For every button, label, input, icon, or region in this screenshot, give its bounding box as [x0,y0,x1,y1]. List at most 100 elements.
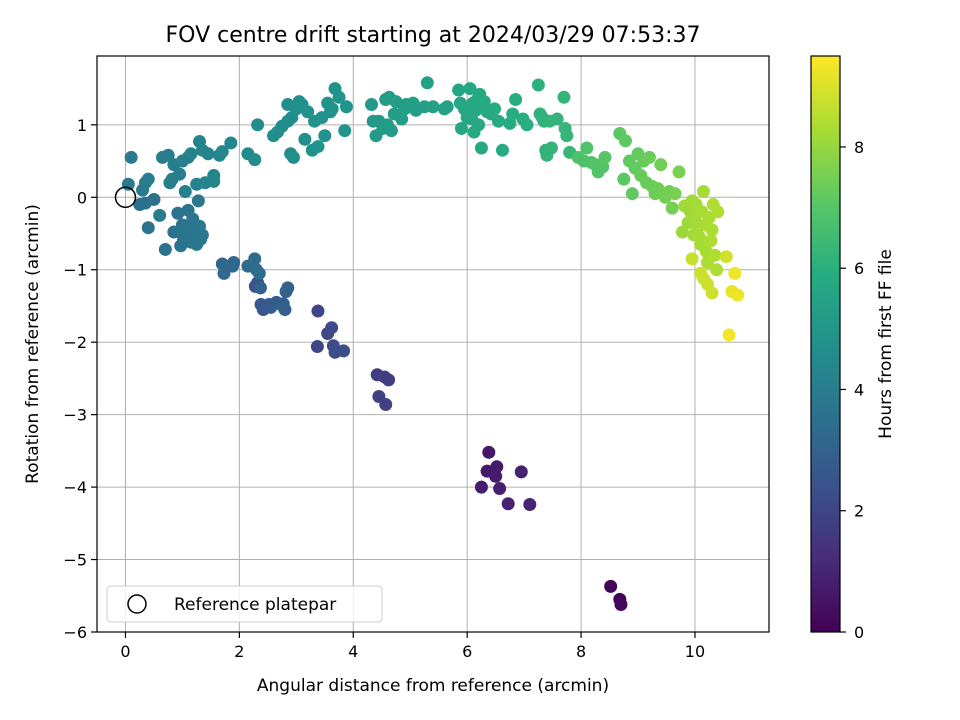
legend-marker-icon [127,594,147,614]
data-point [252,266,266,280]
data-point [625,187,639,201]
y-tick-label: 0 [77,188,87,207]
data-point [598,150,612,164]
data-point [654,158,668,172]
data-point [382,373,396,387]
data-point [509,92,523,106]
data-point [215,145,229,159]
data-point [227,255,241,269]
data-point [705,286,719,300]
data-point [672,165,686,179]
data-point [147,192,161,206]
data-point [523,497,537,511]
data-point [281,281,295,295]
data-point [286,150,300,164]
data-point [728,266,742,280]
data-point [550,112,564,126]
data-point [310,340,324,354]
data-point [501,497,515,511]
data-point [325,102,339,116]
data-point [207,174,221,188]
data-point [668,187,682,201]
x-tick-label: 6 [462,642,472,661]
data-point [301,105,315,119]
data-point [253,281,267,295]
data-point [482,445,496,459]
data-point [395,112,409,126]
data-point [489,469,503,483]
grid [97,56,769,633]
data-point [364,98,378,112]
data-point [338,124,352,138]
data-point [337,344,351,358]
data-point [440,100,454,114]
data-point [472,118,486,132]
y-tick-label: 1 [77,116,87,135]
data-point [495,143,509,157]
data-point [178,184,192,198]
data-point [318,129,332,143]
data-point [708,248,722,262]
data-point [141,221,155,235]
data-point [614,597,628,611]
data-point [325,321,339,335]
y-axis-label: Rotation from reference (arcmin) [23,204,43,484]
x-tick-label: 2 [234,642,244,661]
data-point [506,107,520,121]
data-point [490,460,504,474]
data-point [560,129,574,143]
data-point [722,328,736,342]
y-tick-label: −2 [63,333,87,352]
data-point [454,121,468,135]
data-point [298,132,312,146]
data-point [604,579,618,593]
data-point [153,208,167,222]
data-point [171,206,185,220]
data-point [251,118,265,132]
data-point [339,100,353,114]
x-tick-label: 4 [348,642,358,661]
data-point [493,482,507,496]
data-point [158,242,172,256]
data-point [580,141,594,155]
data-point [711,205,725,219]
data-point [488,102,502,116]
data-point [332,90,346,104]
data-point [384,124,398,138]
data-point [311,140,325,154]
data-point [121,177,135,191]
y-tick-label: −5 [63,551,87,570]
colorbar-label: Hours from first FF file [876,249,896,439]
x-tick-label: 8 [576,642,586,661]
data-point [675,225,689,239]
data-point [618,134,632,148]
x-tick-label: 10 [685,642,705,661]
data-point [710,263,724,277]
data-point [544,141,558,155]
data-point [477,95,491,109]
data-point [704,234,718,248]
colorbar-ticks: 0 2 4 6 8 [840,138,864,642]
reference-marker-layer [114,186,137,209]
data-point [217,266,231,280]
chart-title: FOV centre drift starting at 2024/03/29 … [166,23,701,48]
colorbar-tick-label: 4 [854,380,864,399]
legend-label: Reference platepar [174,595,336,615]
data-point [248,252,262,266]
reference-point-marker [114,186,137,209]
colorbar-tick-label: 8 [854,138,864,157]
x-tick-label: 0 [120,642,130,661]
y-tick-label: −1 [63,261,87,280]
data-point [278,303,292,317]
data-point [474,141,488,155]
legend-box [106,585,383,623]
data-point [531,78,545,92]
y-tick-label: −4 [63,478,87,497]
data-point [389,95,403,109]
x-axis-label: Angular distance from reference (arcmin) [257,676,609,696]
data-point [474,480,488,494]
colorbar [810,55,841,633]
data-point [617,172,631,186]
data-point [469,103,483,117]
data-point [685,252,699,266]
